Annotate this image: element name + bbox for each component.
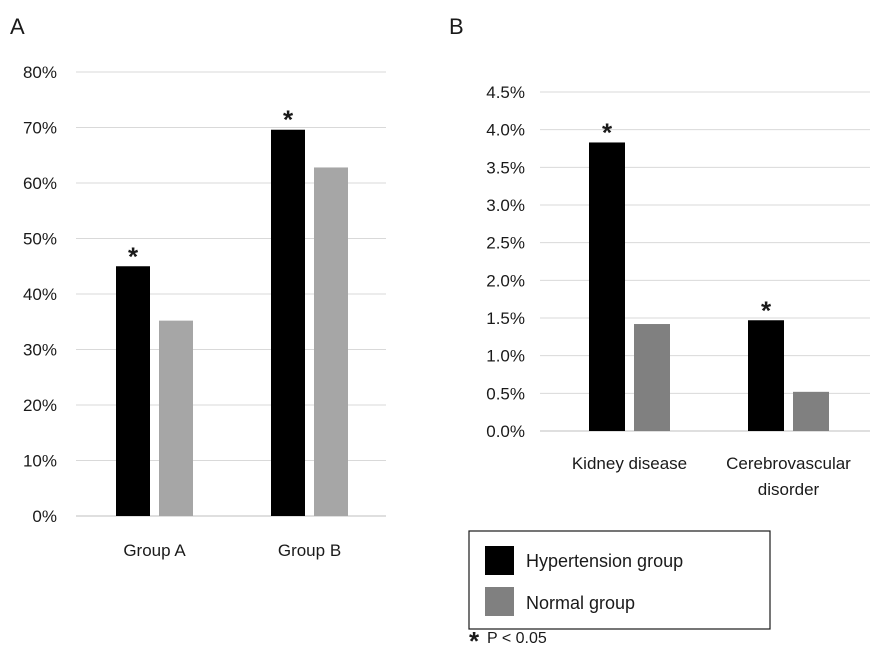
- panel-b-category-label: Cerebrovascular: [726, 454, 851, 473]
- panel-a-y-tick-label: 70%: [23, 119, 57, 138]
- panel-b-y-tick-label: 2.0%: [486, 271, 525, 290]
- legend: Hypertension group Normal group: [468, 530, 771, 630]
- panel-b-category-label: Kidney disease: [572, 454, 687, 473]
- panel-a-y-tick-label: 40%: [23, 285, 57, 304]
- panel-b-bars: [589, 142, 829, 431]
- panel-a-category-label: Group B: [278, 541, 341, 560]
- legend-box: [468, 530, 771, 630]
- panel-a-category-labels: Group A Group B: [123, 541, 341, 560]
- panel-b-y-tick-label: 0.0%: [486, 422, 525, 441]
- panel-a-y-tick-label: 10%: [23, 452, 57, 471]
- panel-a-significance-star: *: [283, 105, 294, 135]
- significance-note-text: P < 0.05: [487, 630, 547, 647]
- legend-label-normal: Normal group: [526, 593, 635, 613]
- panel-a-y-tick-label: 50%: [23, 230, 57, 249]
- panel-b-significance-marks: **: [602, 117, 772, 325]
- panel-a-bar-hypertension: [271, 129, 305, 516]
- panel-b-bar-normal: [793, 391, 829, 431]
- panel-b-bar-hypertension: [589, 142, 625, 431]
- panel-b-y-tick-label: 2.5%: [486, 234, 525, 253]
- significance-note-symbol: *: [469, 626, 480, 651]
- panel-b: B 0.0% 0.5% 1.0% 1.5% 2.0% 2.5% 3.0% 3.5% 4.0% 4.…: [449, 14, 870, 499]
- significance-note: * P < 0.05: [469, 626, 547, 651]
- panel-a-bar-normal: [314, 167, 348, 516]
- legend-swatch-hypertension: [485, 546, 514, 575]
- panel-b-bar-normal: [634, 324, 670, 431]
- panel-b-y-tick-label: 3.0%: [486, 196, 525, 215]
- legend-swatch-normal: [485, 587, 514, 616]
- panel-a-bars: [116, 129, 348, 516]
- panel-b-y-tick-labels: 0.0% 0.5% 1.0% 1.5% 2.0% 2.5% 3.0% 3.5% 4.0% 4.5%: [486, 83, 525, 441]
- panel-b-significance-star: *: [761, 295, 772, 325]
- panel-a-y-tick-label: 30%: [23, 341, 57, 360]
- panel-b-y-tick-label: 3.5%: [486, 158, 525, 177]
- panel-b-y-tick-label: 4.0%: [486, 121, 525, 140]
- panel-a-y-tick-label: 0%: [32, 507, 57, 526]
- panel-b-significance-star: *: [602, 117, 613, 147]
- panel-a-significance-marks: **: [128, 105, 294, 272]
- panel-b-label: B: [449, 14, 464, 39]
- panel-b-bar-hypertension: [748, 320, 784, 431]
- panel-a-label: A: [10, 14, 25, 39]
- panel-b-y-tick-label: 4.5%: [486, 83, 525, 102]
- panel-a-category-label: Group A: [123, 541, 186, 560]
- panel-a-significance-star: *: [128, 241, 139, 271]
- panel-a-bar-normal: [159, 320, 193, 516]
- panel-b-category-labels: Kidney disease Cerebrovascular disorder: [572, 454, 851, 499]
- panel-b-category-label: disorder: [758, 480, 820, 499]
- panel-a-y-tick-labels: 0% 10% 20% 30% 40% 50% 60% 70% 80%: [23, 63, 57, 526]
- panel-a-y-tick-label: 20%: [23, 396, 57, 415]
- panel-a-y-tick-label: 80%: [23, 63, 57, 82]
- panel-a-bar-hypertension: [116, 266, 150, 516]
- panel-b-y-tick-label: 0.5%: [486, 384, 525, 403]
- panel-a-y-tick-label: 60%: [23, 174, 57, 193]
- panel-b-y-tick-label: 1.0%: [486, 347, 525, 366]
- legend-label-hypertension: Hypertension group: [526, 551, 683, 571]
- panel-b-y-tick-label: 1.5%: [486, 309, 525, 328]
